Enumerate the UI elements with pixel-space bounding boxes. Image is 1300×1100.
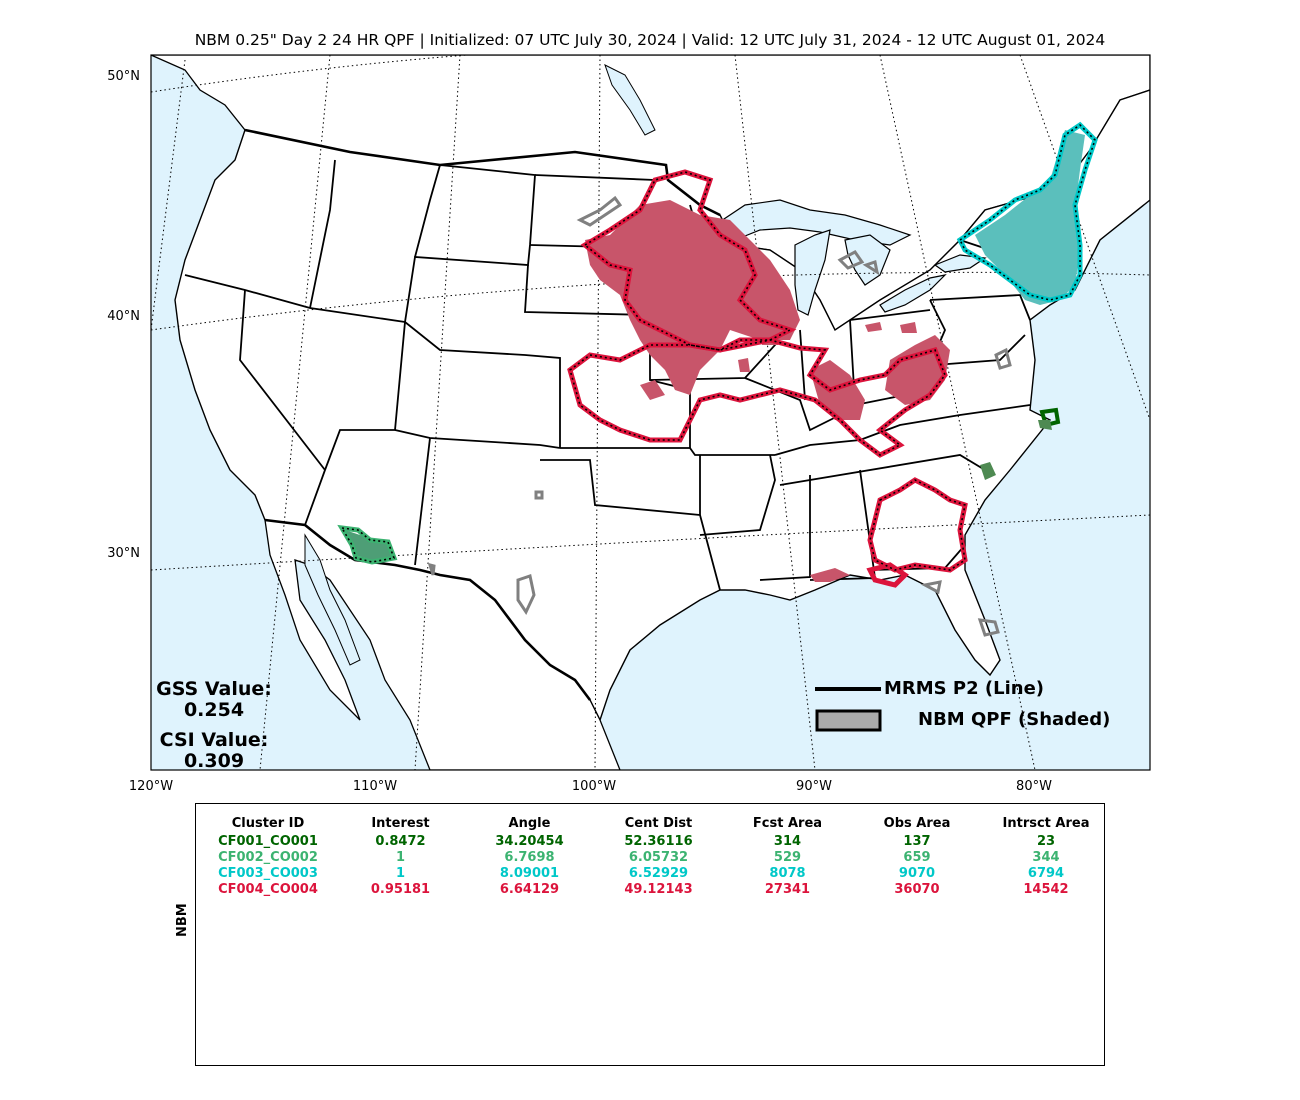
cell-interest: 1	[395, 850, 406, 866]
cell-fcst-area: 8078	[769, 865, 806, 881]
map-title: NBM 0.25" Day 2 24 HR QPF | Initialized:…	[194, 31, 1106, 49]
lake-erie	[879, 274, 947, 313]
cell-intrsct-area: 14542	[1023, 881, 1069, 897]
lake-huron	[844, 234, 891, 286]
csi-score: CSI Value: 0.309	[152, 730, 276, 772]
legend-line-label: MRMS P2 (Line)	[884, 678, 1045, 699]
table-header-row: Cluster ID Interest Angle Cent Dist Fcst…	[200, 812, 1110, 834]
lon-label-110: 110°W	[353, 779, 397, 794]
cell-cent-dist: 52.36116	[624, 834, 693, 850]
lon-label-100: 100°W	[572, 779, 616, 794]
lon-label-120: 120°W	[129, 779, 173, 794]
csi-value: 0.309	[183, 750, 245, 772]
gss-score: GSS Value: 0.254	[152, 679, 276, 721]
legend-shaded-label: NBM QPF (Shaded)	[918, 709, 1111, 730]
cell-angle: 6.7698	[504, 850, 555, 866]
lon-label-80: 80°W	[1016, 779, 1052, 794]
cell-intrsct-area: 23	[1036, 834, 1056, 850]
lake-michigan	[794, 229, 831, 316]
lake-ontario	[933, 254, 987, 273]
cell-cent-dist: 6.52929	[628, 865, 689, 881]
map-frame	[150, 54, 1151, 771]
table-row: CF001_CO001 0.8472 34.20454 52.36116 314…	[200, 834, 1110, 850]
header-interest: Interest	[371, 815, 430, 831]
international-border	[244, 128, 721, 217]
gss-label: GSS Value:	[156, 678, 272, 700]
legend-shade-symbol	[815, 709, 882, 732]
lat-label-30: 30°N	[107, 546, 140, 561]
cell-obs-area: 9070	[898, 865, 936, 881]
csi-label: CSI Value:	[159, 729, 269, 751]
qpf-map: 50°N 40°N 30°N 120°W 110°W 100°W 90°W 80…	[107, 54, 1151, 794]
cell-cent-dist: 6.05732	[628, 850, 689, 866]
lake-superior	[713, 199, 912, 246]
lat-label-50: 50°N	[107, 69, 140, 84]
cell-interest: 0.95181	[370, 881, 431, 897]
table-row: CF002_CO002 1 6.7698 6.05732 529 659 344	[200, 850, 1110, 866]
cell-angle: 34.20454	[495, 834, 564, 850]
table-side-label: NBM	[175, 903, 190, 937]
header-intrsct-area: Intrsct Area	[1002, 815, 1090, 831]
header-fcst-area: Fcst Area	[752, 815, 823, 831]
mexico-border	[264, 518, 592, 701]
header-cent-dist: Cent Dist	[624, 815, 693, 831]
lat-label-40: 40°N	[107, 309, 140, 324]
table-row: CF004_CO004 0.95181 6.64129 49.12143 273…	[200, 881, 1110, 897]
mrms-dots-cf004	[569, 171, 966, 571]
stats-table-frame	[195, 803, 1105, 1066]
lon-label-90: 90°W	[796, 779, 832, 794]
gulf-of-california	[304, 533, 361, 666]
cluster-stats-table: Cluster ID Interest Angle Cent Dist Fcst…	[200, 812, 1110, 897]
cell-fcst-area: 314	[773, 834, 802, 850]
nbm-qpf-shaded-cf001	[980, 420, 1052, 480]
mrms-dots-cf002	[340, 527, 396, 563]
cell-interest: 1	[395, 865, 406, 881]
cell-intrsct-area: 6794	[1027, 865, 1065, 881]
header-obs-area: Obs Area	[883, 815, 951, 831]
cell-angle: 8.09001	[499, 865, 560, 881]
unmatched-outlines	[427, 195, 1012, 637]
cell-cluster-id: CF003_CO003	[218, 865, 318, 881]
lake-winnipeg	[604, 64, 656, 136]
cell-obs-area: 137	[903, 834, 931, 850]
cell-obs-area: 36070	[894, 881, 940, 897]
table-row: CF003_CO003 1 8.09001 6.52929 8078 9070 …	[200, 866, 1110, 882]
cell-fcst-area: 529	[773, 850, 802, 866]
cell-angle: 6.64129	[499, 881, 560, 897]
cell-cluster-id: CF002_CO002	[218, 850, 318, 866]
header-angle: Angle	[508, 815, 551, 831]
header-cluster-id: Cluster ID	[231, 815, 305, 831]
cell-interest: 0.8472	[375, 834, 426, 850]
cell-cent-dist: 49.12143	[624, 881, 693, 897]
cell-intrsct-area: 344	[1032, 850, 1060, 866]
gss-value: 0.254	[183, 699, 245, 721]
mrms-outline-cf003	[956, 121, 1098, 303]
cell-cluster-id: CF001_CO001	[218, 834, 318, 850]
cell-cluster-id: CF004_CO004	[218, 881, 318, 897]
cell-obs-area: 659	[903, 850, 931, 866]
cell-fcst-area: 27341	[764, 881, 811, 897]
